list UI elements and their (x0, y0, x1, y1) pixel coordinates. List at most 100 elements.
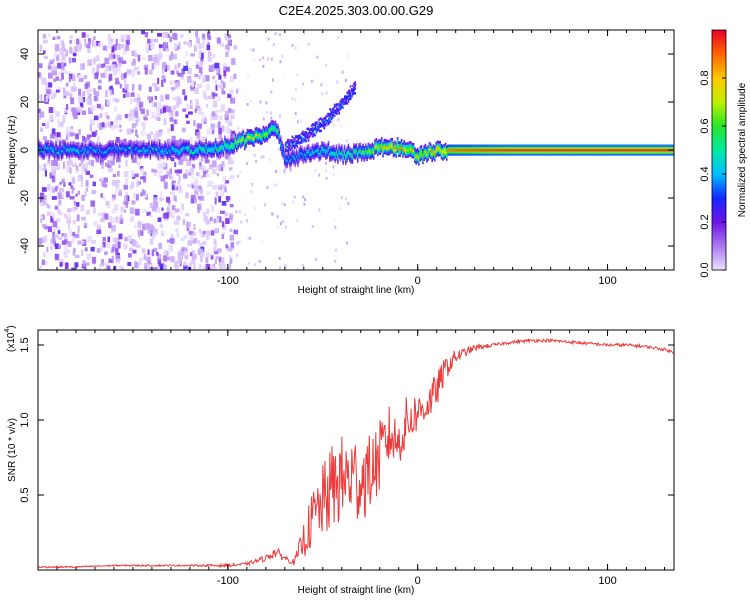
spectrogram-signal-cell (353, 145, 355, 149)
spectrogram-signal-cell (569, 148, 572, 152)
spectrogram-branch-cell (333, 103, 336, 106)
spectrogram-branch-cell (345, 95, 347, 98)
spectrogram-noise-cell (106, 265, 111, 270)
spectrogram-noise-cell (204, 152, 208, 160)
spectrogram-branch-cell (284, 150, 287, 153)
spectrogram-signal-cell (402, 146, 404, 150)
spectrogram-signal-cell (468, 144, 471, 148)
spectrogram-signal-cell (84, 141, 87, 144)
spectrogram-signal-cell (241, 137, 243, 141)
spectrogram-signal-cell (499, 146, 501, 150)
spectrogram-signal-cell (420, 151, 423, 155)
spectrogram-signal-cell (388, 144, 391, 147)
spectrogram-noise-cell (233, 45, 238, 50)
spectrogram-signal-cell (640, 146, 642, 150)
spectrogram-signal-cell (653, 146, 655, 150)
spectrogram-signal-cell (315, 146, 318, 150)
spectrogram-signal-cell (52, 142, 55, 145)
spectrogram-signal-cell (133, 142, 136, 146)
spectrogram-signal-cell (423, 154, 425, 157)
spectrogram-signal-cell (265, 132, 267, 135)
spectrogram-signal-cell (194, 146, 197, 150)
spectrogram-signal-cell (442, 147, 444, 150)
spectrogram-signal-cell (221, 149, 223, 152)
spectrogram-noise-cell (135, 117, 140, 122)
spectrogram-signal-cell (590, 151, 593, 154)
spectrogram-signal-cell (590, 153, 593, 156)
spectrogram-noise-cell (190, 194, 196, 200)
spectrogram-signal-cell (233, 148, 235, 152)
spectrogram-signal-cell (499, 148, 501, 152)
spectrogram-signal-cell (224, 144, 226, 147)
spectrogram-signal-cell (148, 143, 150, 147)
spectrogram-signal-cell (230, 146, 233, 149)
spectrogram-signal-cell (266, 137, 269, 141)
spectrogram-signal-cell (192, 157, 194, 161)
spectrogram-branch-cell (336, 103, 338, 106)
spectrogram-signal-cell (222, 151, 225, 155)
spectrogram-noise-cell (54, 65, 57, 72)
spectrogram-signal-cell (275, 134, 278, 137)
spectrogram-signal-cell (356, 149, 359, 153)
spectrogram-branch-cell (315, 130, 318, 134)
spectrogram-signal-cell (270, 129, 273, 132)
spectrogram-signal-cell (52, 155, 55, 158)
spectrogram-branch-cell (330, 110, 333, 114)
spectrogram-signal-cell (60, 145, 63, 148)
spectrogram-noise-cell (310, 80, 313, 84)
spectrogram-signal-cell (658, 151, 661, 154)
spectrogram-signal-cell (608, 148, 610, 152)
spectrogram-signal-cell (379, 143, 382, 147)
spectrogram-signal-cell (164, 153, 166, 157)
spectrogram-noise-cell (122, 48, 127, 55)
spectrogram-signal-cell (410, 141, 412, 144)
spectrogram-noise-cell (44, 94, 47, 101)
spectrogram-signal-cell (188, 150, 190, 154)
spectrogram-signal-cell (120, 143, 122, 147)
spectrogram-signal-cell (435, 146, 437, 149)
spectrogram-signal-cell (597, 148, 600, 152)
spectrogram-signal-cell (351, 156, 354, 160)
spectrogram-signal-cell (80, 155, 83, 159)
spectrogram-signal-cell (601, 144, 604, 148)
spectrogram-signal-cell (517, 146, 520, 150)
spectrogram-signal-cell (551, 148, 553, 152)
spectrogram-signal-cell (224, 148, 226, 152)
spectrogram-signal-cell (307, 157, 310, 160)
spectrogram-signal-cell (653, 151, 655, 154)
spectrogram-signal-cell (69, 151, 72, 155)
spectrogram-branch-cell (338, 112, 341, 115)
spectrogram-signal-cell (279, 141, 282, 145)
spectrogram-signal-cell (205, 147, 207, 150)
spectrogram-signal-cell (133, 149, 136, 152)
spectrogram-signal-cell (521, 153, 524, 156)
spectrogram-signal-cell (213, 144, 215, 147)
spectrogram-signal-cell (375, 144, 378, 148)
spectrogram-signal-cell (198, 139, 201, 142)
spectrogram-signal-cell (228, 143, 230, 147)
spectrogram-signal-cell (321, 149, 323, 153)
spectrogram-signal-cell (162, 143, 165, 147)
spectrogram-noise-cell (135, 129, 138, 137)
spectrogram-noise-cell (128, 116, 132, 122)
spectrogram-signal-cell (400, 145, 403, 148)
spectrogram-signal-cell (519, 148, 521, 152)
spectrogram-signal-cell (105, 152, 108, 155)
spectrogram-signal-cell (329, 152, 331, 156)
spectrogram-noise-cell (85, 187, 89, 192)
spectrogram-signal-cell (415, 149, 417, 152)
spectrogram-signal-cell (249, 133, 251, 136)
spectrogram-signal-cell (436, 153, 439, 157)
spectrogram-noise-cell (217, 84, 222, 89)
snr-series-line (38, 337, 674, 569)
spectrogram-noise-cell (123, 185, 129, 190)
spectrogram-signal-cell (103, 149, 105, 152)
spectrogram-signal-cell (374, 152, 376, 155)
spectrogram-signal-cell (228, 139, 230, 143)
spectrogram-signal-cell (47, 152, 49, 156)
spectrogram-signal-cell (129, 146, 132, 149)
spectrogram-signal-cell (285, 157, 287, 160)
spectrogram-signal-cell (65, 154, 68, 157)
spectrogram-noise-cell (85, 209, 91, 215)
spectrogram-signal-cell (505, 153, 508, 156)
